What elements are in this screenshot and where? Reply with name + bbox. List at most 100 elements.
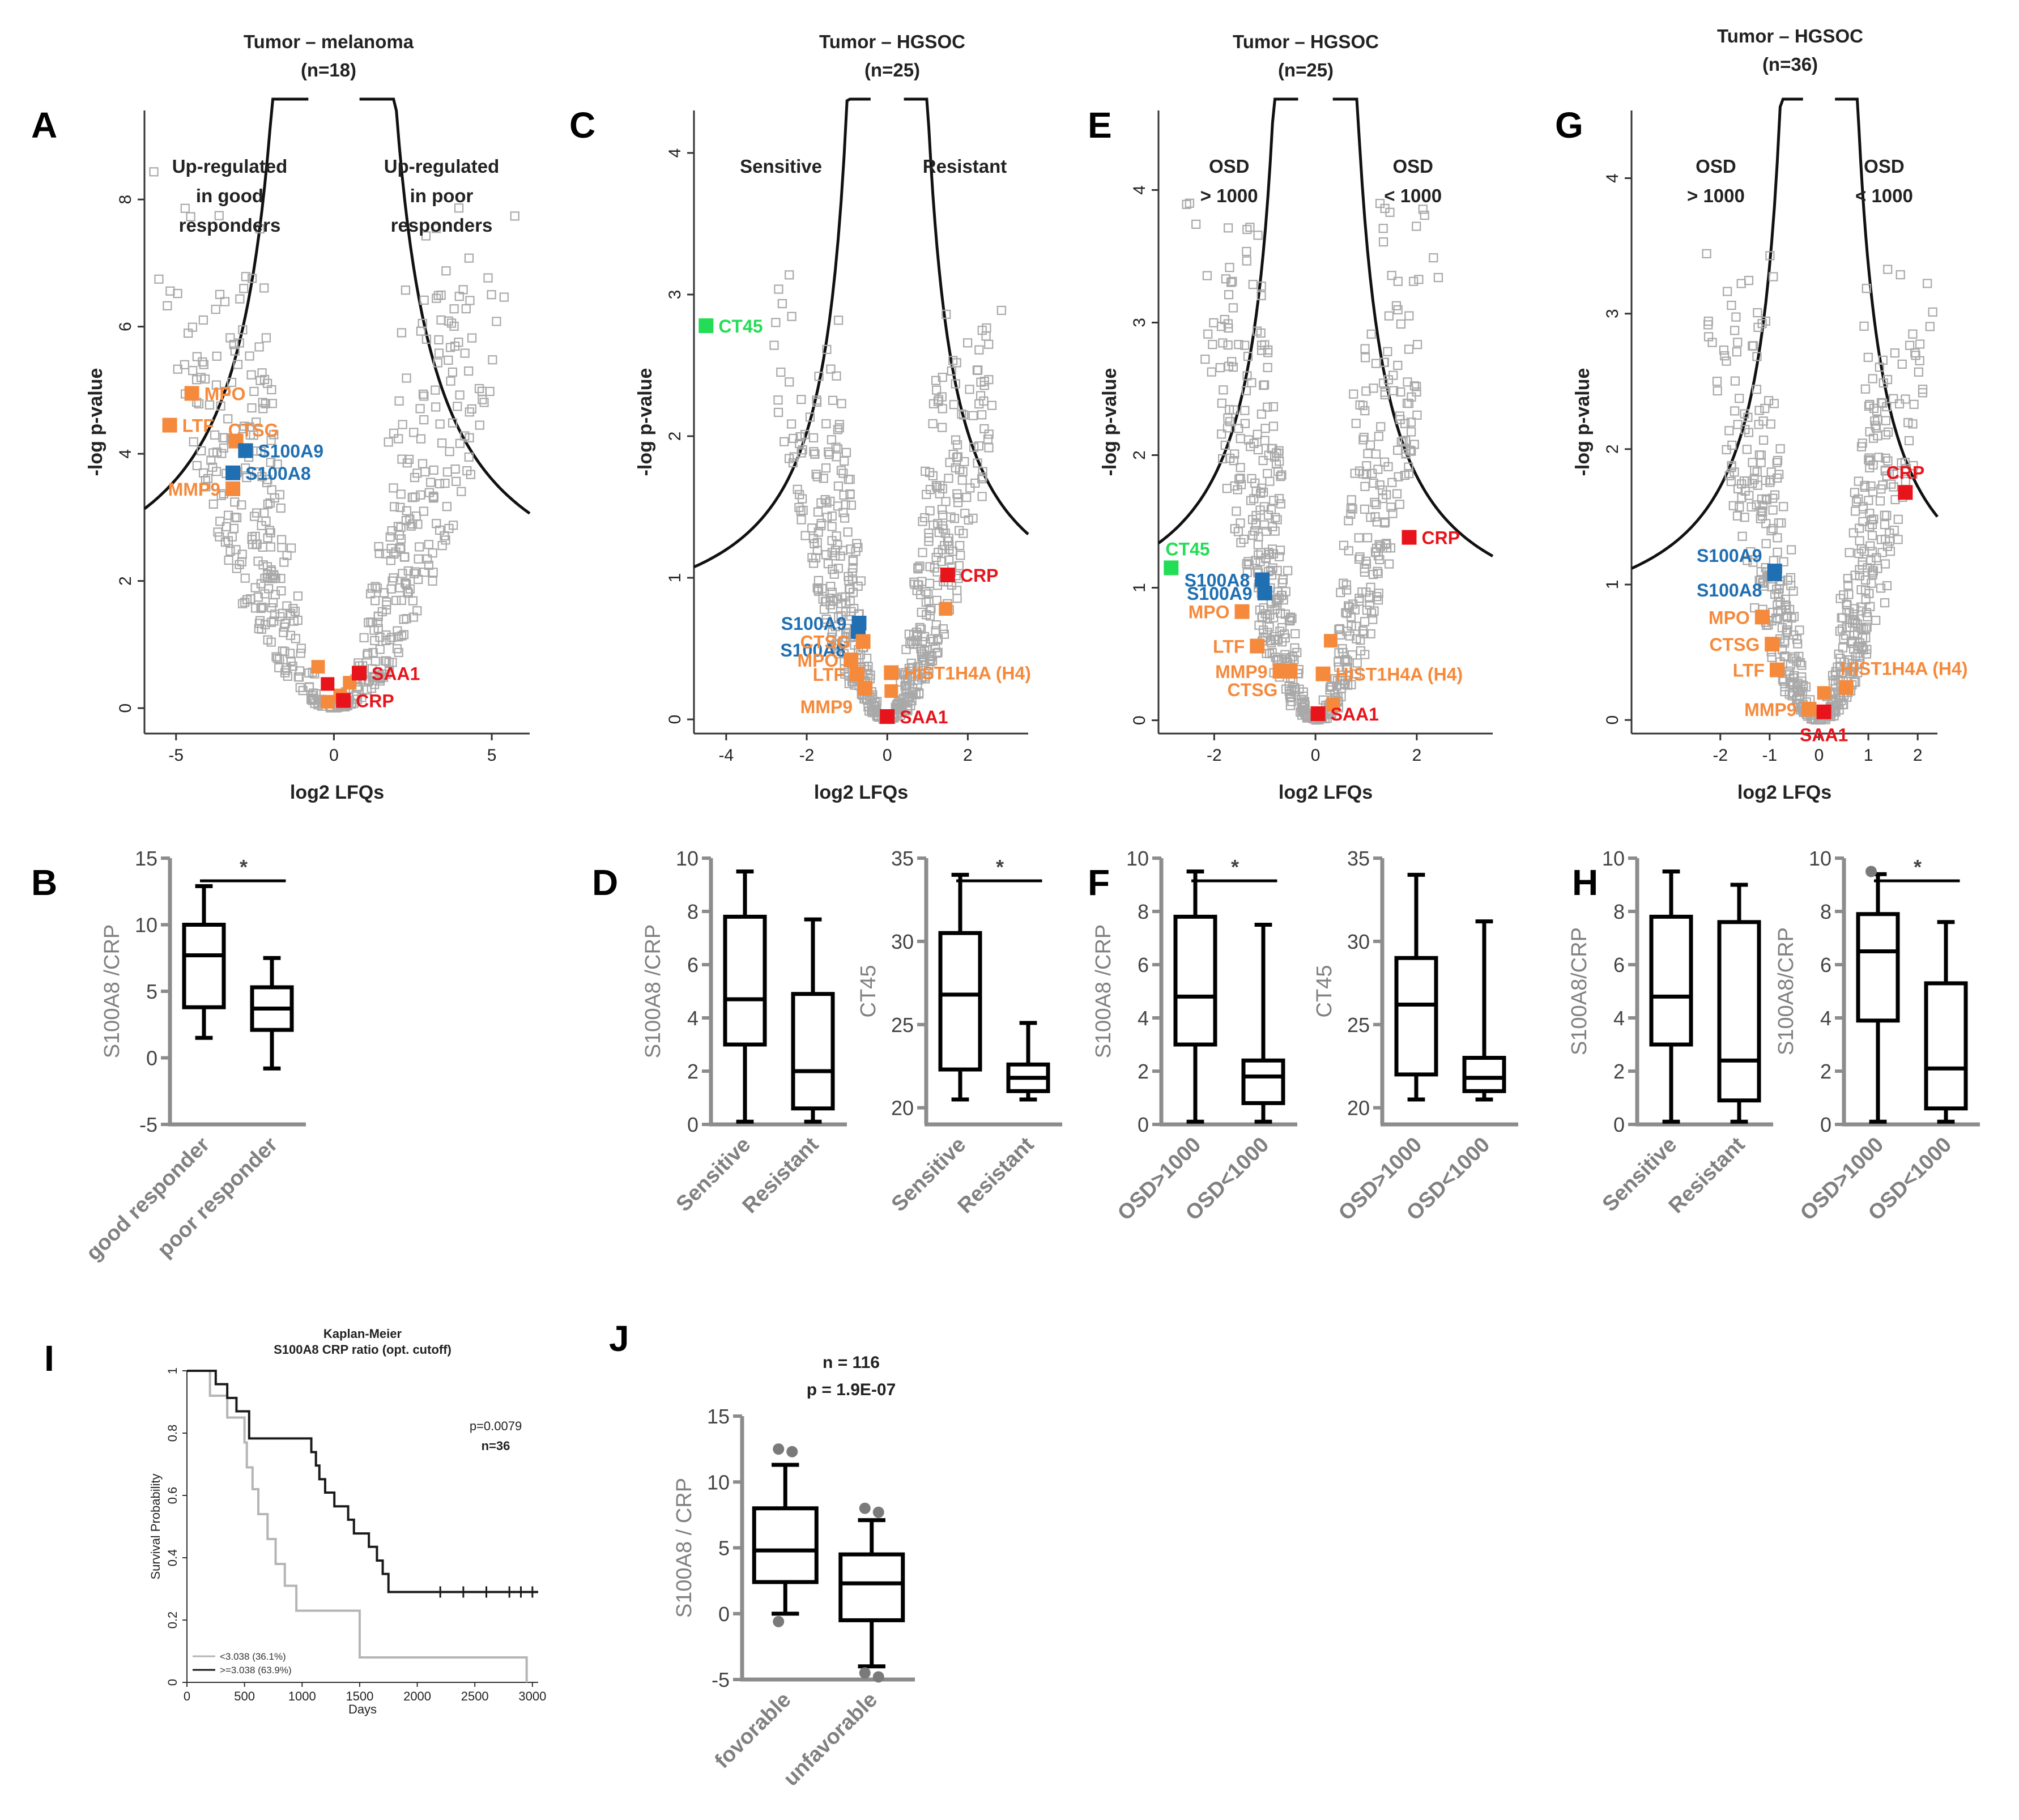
highlight-label: MPO [205,383,246,404]
protein-point [293,615,303,625]
x-tick-label: 2000 [403,1689,431,1703]
protein-point [1252,326,1262,336]
protein-point [984,429,994,439]
protein-point [1300,697,1310,706]
protein-point [1890,348,1900,358]
protein-point [1724,471,1734,481]
protein-point [1378,378,1388,388]
protein-point [1407,427,1416,437]
protein-point [461,304,471,314]
protein-point [414,554,423,564]
protein-point [1429,253,1438,263]
protein-point [260,589,270,599]
protein-point [1391,301,1402,310]
protein-point [1343,663,1352,673]
protein-point [1788,586,1798,596]
box-1 [1006,1021,1050,1102]
protein-point [1297,702,1306,712]
protein-point [1889,482,1898,492]
protein-point [1735,394,1744,403]
protein-point [788,458,798,468]
protein-point [1335,624,1345,634]
protein-point [1275,552,1284,561]
protein-point [932,385,942,395]
protein-point [1341,662,1351,672]
protein-point [1341,585,1352,595]
protein-point [1786,545,1796,555]
protein-point [1253,231,1263,240]
protein-point [247,532,257,542]
protein-point [1264,622,1274,632]
protein-point [252,467,262,477]
protein-point [810,449,820,459]
protein-point [1867,578,1876,588]
protein-point [827,511,837,521]
protein-point [1388,509,1398,518]
protein-point [1744,275,1754,285]
protein-point [296,643,306,653]
protein-point [282,551,292,560]
protein-point [1349,389,1358,399]
protein-point [787,419,796,429]
y-axis-label: S100A8/CRP [1774,927,1798,1055]
protein-point [1387,271,1396,280]
outlier-point [773,1616,785,1627]
protein-point [233,360,243,369]
protein-point [1218,338,1228,348]
protein-point [1296,707,1305,717]
y-axis-label: CT45 [1313,965,1336,1018]
protein-point [1266,636,1276,645]
protein-point [1780,687,1790,697]
protein-point [449,321,459,331]
protein-point [263,378,272,388]
protein-point [1854,494,1863,504]
protein-point [1369,478,1378,488]
highlight-point-saa1 [352,666,367,681]
protein-point [785,270,794,280]
protein-point [1256,282,1266,291]
x-tick-label: 2 [1412,746,1422,765]
protein-point [1881,416,1891,425]
protein-point [1797,676,1807,686]
protein-point [1775,444,1785,454]
protein-point [832,639,841,649]
protein-point [1730,406,1740,416]
box-iqr [1856,912,1900,1023]
protein-point [846,544,855,554]
protein-point [266,542,275,552]
protein-point [1236,434,1245,444]
protein-point [1754,576,1764,585]
protein-point [795,490,804,500]
x-tick-label: 2500 [461,1689,489,1703]
protein-point [1770,490,1780,500]
protein-point [932,648,942,658]
y-tick-label: 3 [666,290,684,300]
box-0 [1173,869,1217,1124]
protein-point [1859,645,1868,655]
y-tick-label: 1 [1130,583,1149,593]
protein-point [780,437,789,446]
protein-point [1743,556,1752,565]
protein-point [408,596,418,606]
protein-point [235,294,245,304]
protein-point [773,395,783,405]
curve-left [693,97,871,569]
protein-point [1702,249,1711,258]
protein-point [250,583,260,593]
protein-point [903,697,913,706]
protein-point [255,376,265,385]
protein-point [285,649,295,658]
protein-point [1234,474,1244,484]
highlight-point-s100a9 [238,443,253,458]
protein-point [822,498,832,508]
protein-point [423,554,432,564]
protein-point [1412,410,1422,420]
highlight-label: SAA1 [372,663,420,684]
protein-point [186,212,195,221]
protein-point [1858,557,1867,567]
protein-point [809,559,819,568]
protein-point [280,668,290,677]
protein-point [1756,514,1765,523]
highlight-label: CT45 [1165,539,1209,559]
protein-point [1232,506,1241,516]
